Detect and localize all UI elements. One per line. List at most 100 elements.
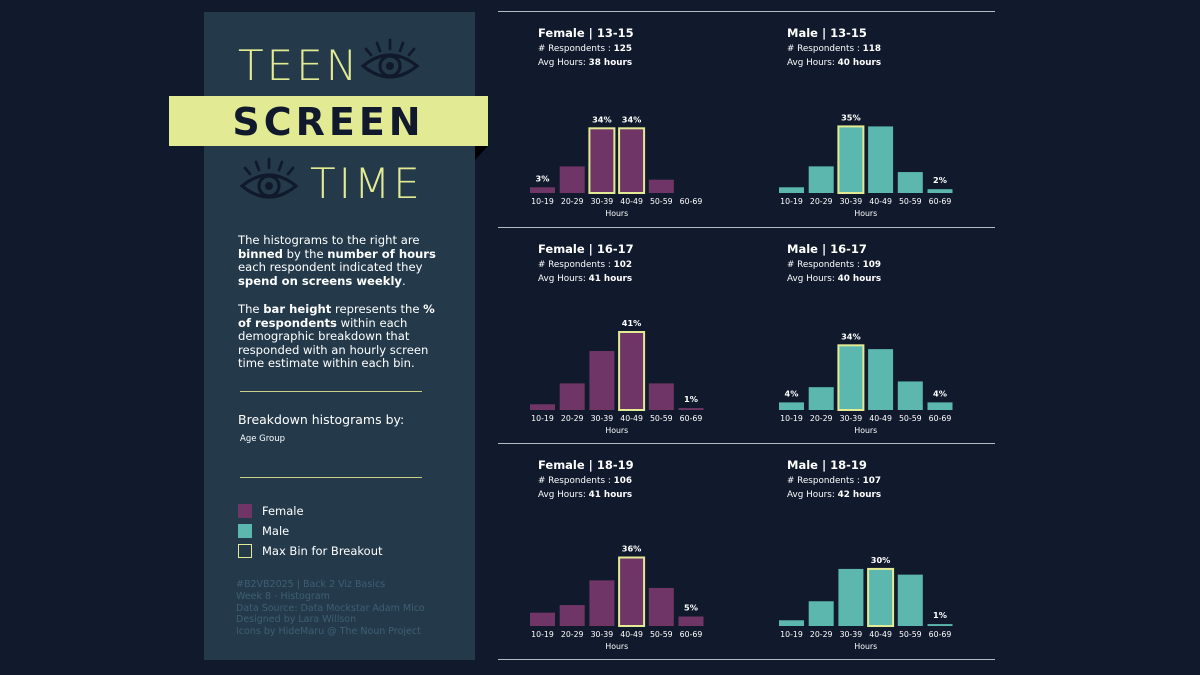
histogram-bar[interactable] — [530, 612, 555, 626]
title-banner — [169, 96, 488, 146]
avg-hours-female-18-19: Avg Hours: 41 hours — [538, 490, 633, 500]
histogram-bar[interactable] — [589, 580, 615, 626]
histogram-bar[interactable] — [648, 383, 674, 410]
title-teen: TEEN — [238, 41, 361, 90]
x-tick-label: 20-29 — [561, 414, 584, 423]
histogram-bar[interactable] — [588, 127, 616, 195]
histogram-bar[interactable] — [779, 187, 804, 193]
data-label: 36% — [622, 544, 642, 554]
respondents-female-13-15: # Respondents : 125 — [538, 44, 632, 54]
histogram-bar[interactable] — [779, 620, 804, 626]
histogram-bar[interactable] — [559, 383, 585, 410]
credit-line: #B2VB2025 | Back 2 Viz Basics — [236, 579, 386, 590]
histogram-bar[interactable] — [648, 179, 674, 193]
histogram-bar[interactable] — [559, 605, 585, 626]
data-label: 34% — [841, 331, 861, 341]
x-tick-label: 60-69 — [929, 414, 952, 423]
x-axis-label: Hours — [605, 426, 628, 435]
x-axis-label: Hours — [605, 209, 628, 218]
panel-title-female-18-19: Female | 18-19 — [538, 458, 634, 472]
legend-label: Female — [262, 504, 304, 518]
x-tick-label: 40-49 — [620, 197, 643, 206]
data-label: 34% — [592, 114, 612, 124]
histogram-bar[interactable] — [648, 587, 674, 626]
breakdown-value[interactable]: Age Group — [240, 434, 286, 444]
x-axis-label: Hours — [854, 426, 877, 435]
histogram-bar[interactable] — [867, 567, 895, 627]
x-tick-label: 60-69 — [929, 197, 952, 206]
histogram-bar[interactable] — [779, 402, 804, 410]
data-label: 4% — [785, 388, 799, 398]
histogram-bar[interactable] — [927, 402, 953, 410]
histogram-bar[interactable] — [927, 189, 953, 193]
data-label: 5% — [684, 602, 698, 612]
panel-title-male-16-17: Male | 16-17 — [787, 242, 867, 256]
legend-item-max-bin[interactable]: Max Bin for Breakout — [238, 543, 383, 559]
x-tick-label: 50-59 — [650, 630, 673, 639]
histogram-bar[interactable] — [530, 404, 555, 410]
respondents-male-13-15: # Respondents : 118 — [787, 44, 881, 54]
histogram-bar[interactable] — [868, 349, 894, 410]
x-tick-label: 30-39 — [840, 197, 863, 206]
x-tick-label: 10-19 — [780, 630, 803, 639]
histogram-bar[interactable] — [589, 351, 615, 410]
histogram-bar[interactable] — [868, 126, 894, 193]
legend-swatch-male — [238, 524, 252, 538]
legend-item-male[interactable]: Male — [238, 523, 289, 539]
legend-label: Max Bin for Breakout — [262, 544, 383, 558]
avg-hours-female-16-17: Avg Hours: 41 hours — [538, 274, 633, 284]
legend-swatch-female — [238, 504, 252, 518]
histogram-bar[interactable] — [897, 172, 923, 193]
divider — [498, 659, 995, 660]
panel-title-female-16-17: Female | 16-17 — [538, 242, 634, 256]
avg-hours-male-18-19: Avg Hours: 42 hours — [787, 490, 882, 500]
histogram-bar[interactable] — [678, 408, 704, 410]
x-tick-label: 50-59 — [899, 197, 922, 206]
x-tick-label: 40-49 — [620, 414, 643, 423]
histogram-bar[interactable] — [897, 574, 923, 626]
x-tick-label: 20-29 — [561, 630, 584, 639]
x-axis-label: Hours — [605, 642, 628, 651]
x-tick-label: 20-29 — [561, 197, 584, 206]
panel-title-male-13-15: Male | 13-15 — [787, 26, 867, 40]
legend-item-female[interactable]: Female — [238, 503, 304, 519]
x-tick-label: 30-39 — [591, 197, 614, 206]
x-tick-label: 40-49 — [620, 630, 643, 639]
data-label: 35% — [841, 112, 861, 122]
respondents-male-18-19: # Respondents : 107 — [787, 476, 881, 486]
credits: #B2VB2025 | Back 2 Viz Basics Week 8 - H… — [236, 579, 425, 638]
histogram-bar[interactable] — [837, 125, 865, 194]
respondents-female-16-17: # Respondents : 102 — [538, 260, 632, 270]
data-label: 30% — [871, 555, 891, 565]
histogram-bar[interactable] — [808, 387, 834, 410]
histogram-bar[interactable] — [838, 568, 864, 626]
x-tick-label: 20-29 — [810, 414, 833, 423]
histogram-bar[interactable] — [927, 624, 953, 626]
histogram-bar[interactable] — [808, 601, 834, 626]
data-label: 4% — [933, 388, 947, 398]
histogram-bar[interactable] — [559, 166, 585, 193]
avg-hours-female-13-15: Avg Hours: 38 hours — [538, 58, 633, 68]
histogram-bar[interactable] — [897, 381, 923, 410]
histogram-bar[interactable] — [678, 616, 704, 626]
credit-line: Icons by HideMaru @ The Noun Project — [236, 626, 421, 638]
histogram-bar[interactable] — [808, 166, 834, 193]
breakdown-title: Breakdown histograms by: — [238, 412, 405, 427]
legend-swatch-max-bin — [238, 544, 252, 558]
avg-hours-male-16-17: Avg Hours: 40 hours — [787, 274, 882, 284]
histogram-bar[interactable] — [618, 556, 646, 628]
data-label: 34% — [622, 114, 642, 124]
histogram-bar[interactable] — [618, 331, 646, 411]
title-screen: SCREEN — [232, 100, 425, 144]
description-binning: The histograms to the right are binned b… — [238, 233, 436, 288]
histogram-bar[interactable] — [837, 344, 865, 412]
x-tick-label: 30-39 — [840, 630, 863, 639]
x-tick-label: 30-39 — [840, 414, 863, 423]
histogram-bar[interactable] — [530, 187, 555, 193]
divider — [498, 11, 995, 12]
x-tick-label: 10-19 — [780, 414, 803, 423]
legend-label: Male — [262, 524, 290, 538]
x-tick-label: 40-49 — [869, 630, 892, 639]
histogram-bar[interactable] — [618, 127, 646, 195]
data-label: 2% — [933, 175, 947, 185]
